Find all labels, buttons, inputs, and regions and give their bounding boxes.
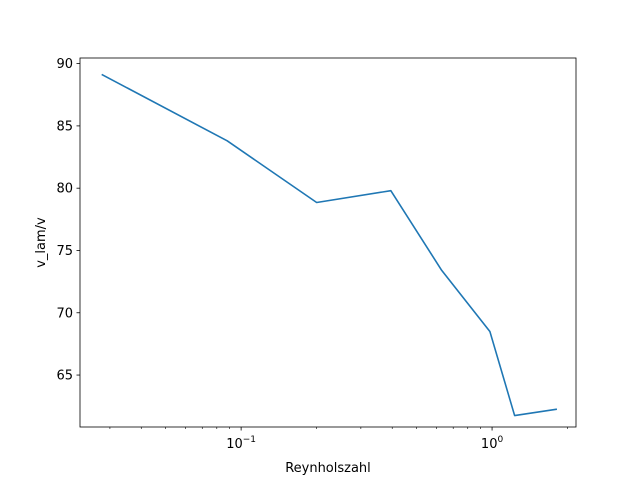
y-axis-label: v_lam/v — [34, 217, 49, 268]
plot-area — [101, 73, 558, 417]
y-tick-label: 85 — [56, 119, 73, 134]
y-tick-label: 80 — [56, 182, 73, 197]
x-tick-label: 100 — [481, 435, 504, 452]
x-tick-label: 10−1 — [226, 435, 256, 452]
y-tick-label: 70 — [56, 306, 73, 321]
y-tick-label: 65 — [56, 369, 73, 384]
series-line-0 — [101, 73, 558, 417]
y-tick-label: 75 — [56, 244, 73, 259]
axis-ticks: 65 70 75 80 85 90 10−1 100 — [56, 57, 568, 452]
y-tick-label: 90 — [56, 57, 73, 72]
x-axis-label: Reynholszahl — [285, 461, 371, 476]
axes-frame — [79, 57, 577, 428]
